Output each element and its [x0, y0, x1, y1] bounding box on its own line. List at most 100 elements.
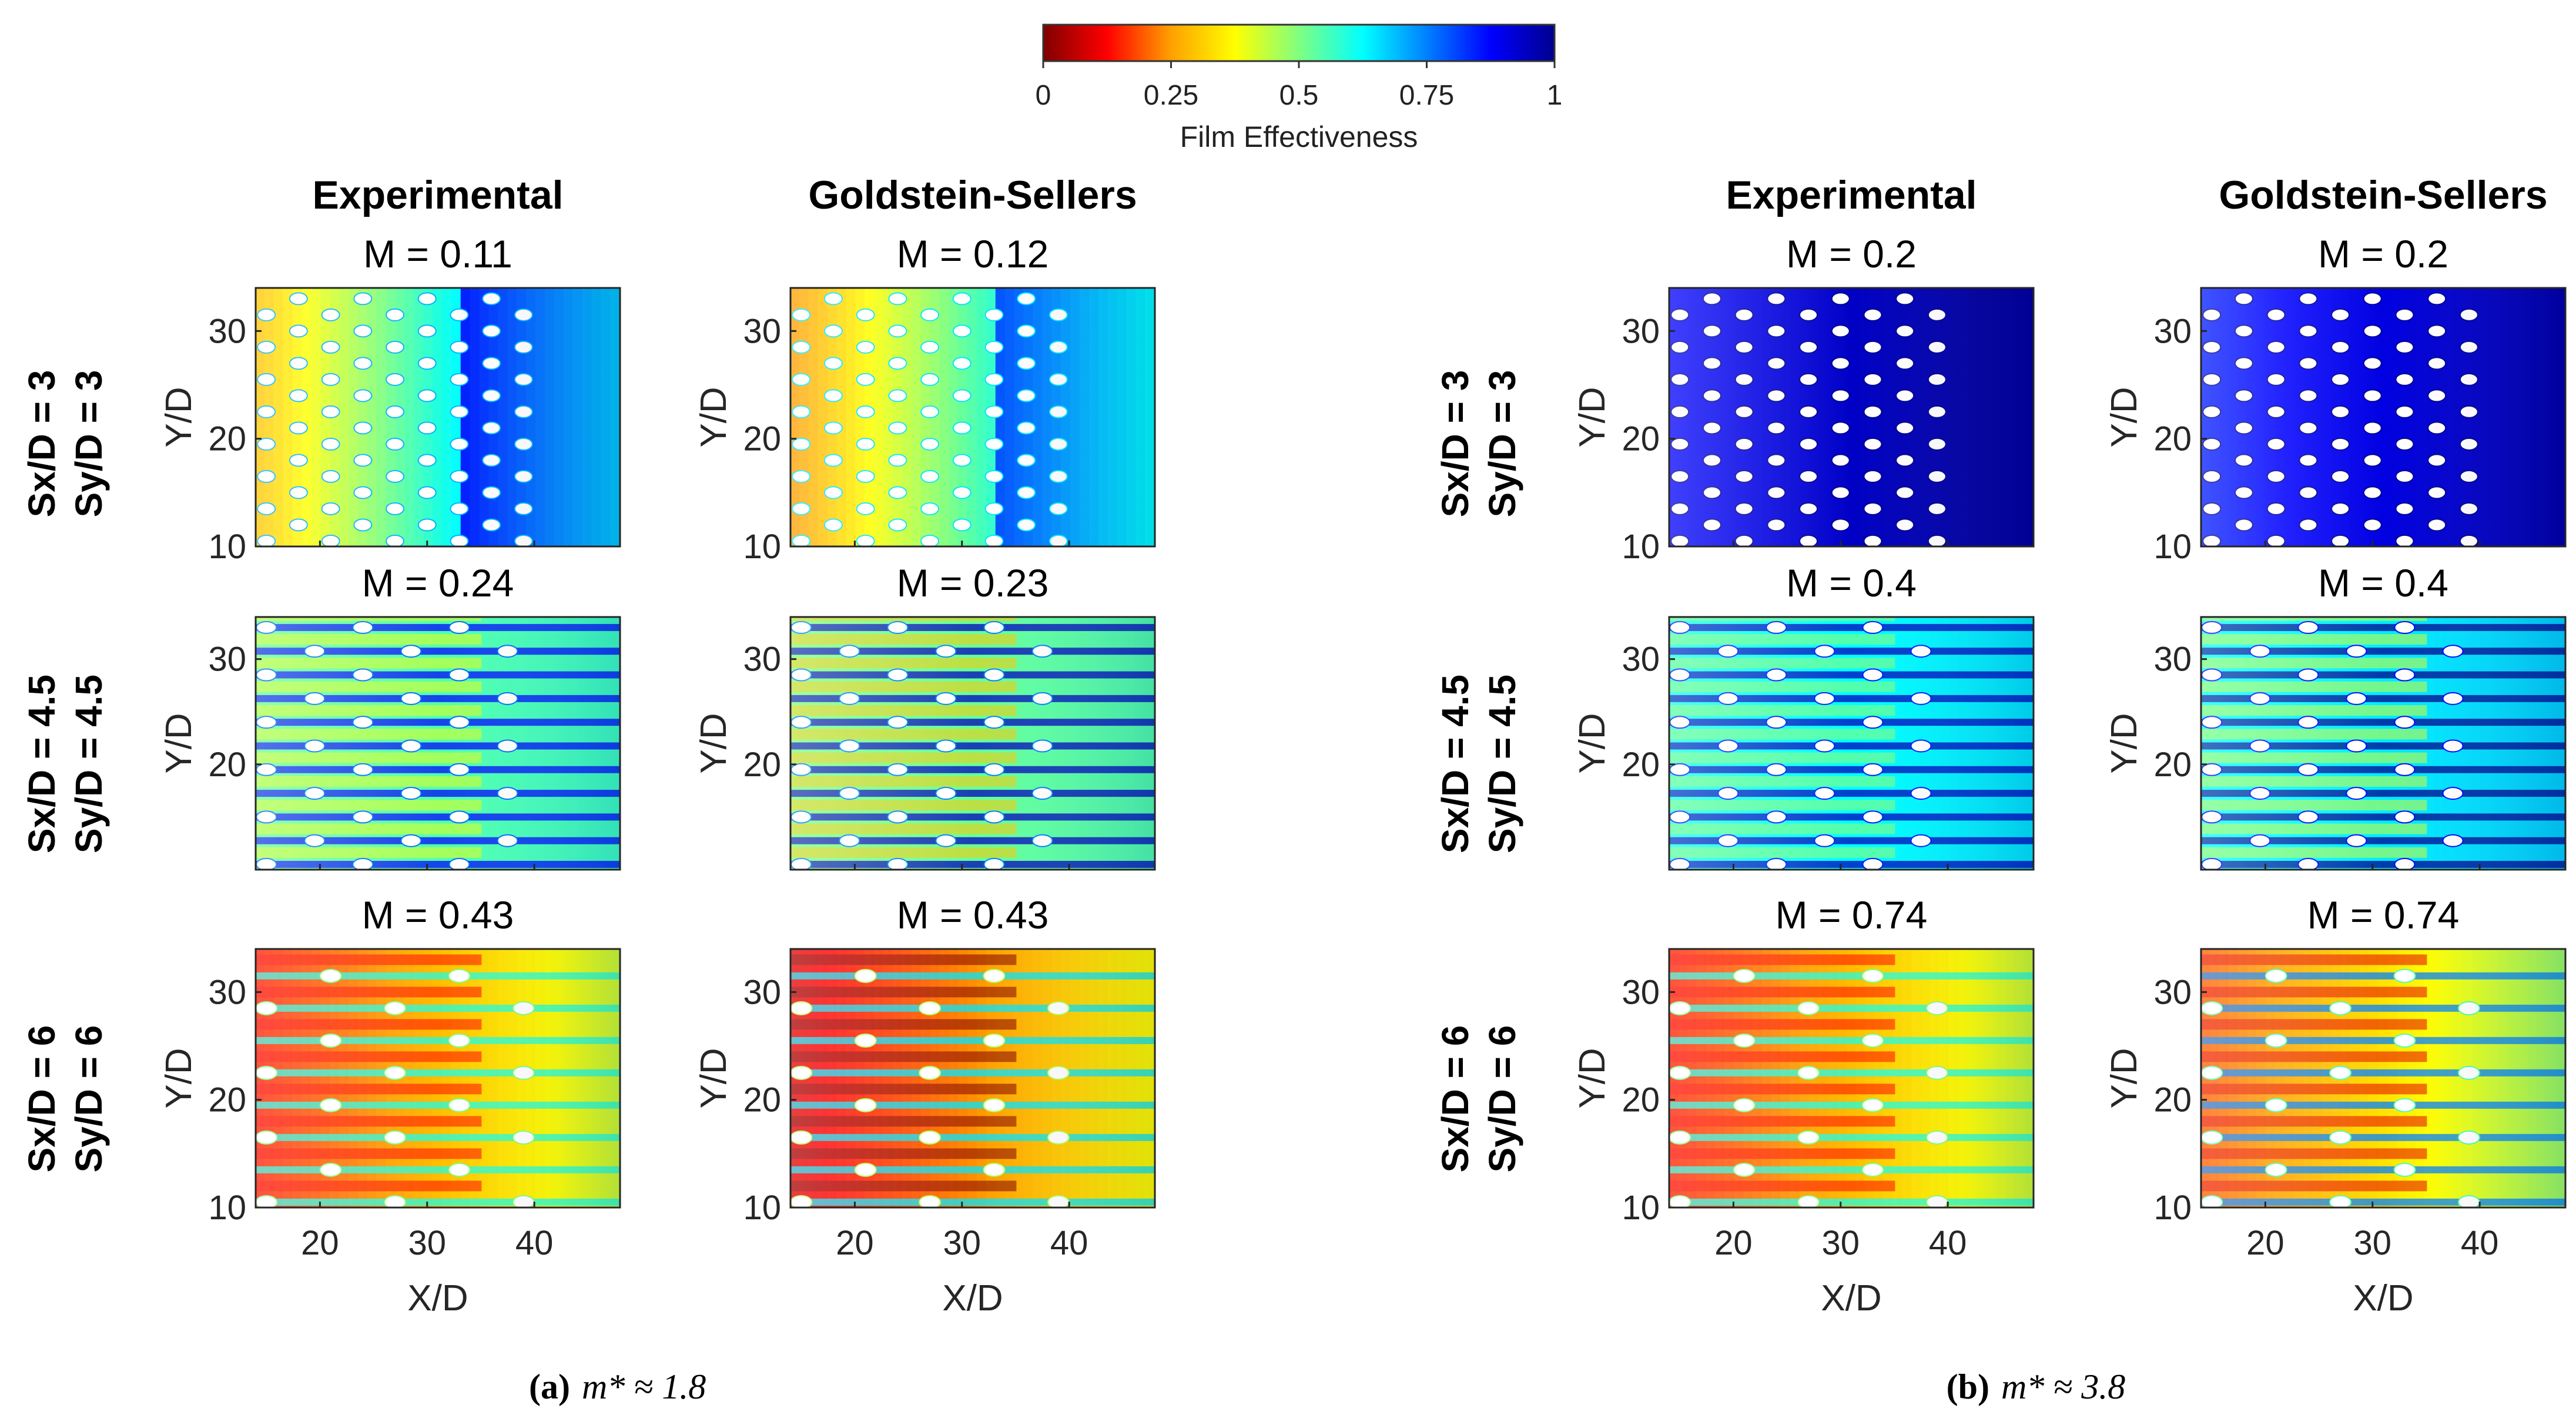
column-titles: Experimental Goldstein-Sellers Experimen… [312, 173, 2547, 937]
x-tick-label: 40 [515, 1224, 554, 1262]
x-tick-label: 40 [1929, 1224, 1967, 1262]
x-tick-label: 30 [1822, 1224, 1860, 1262]
x-tick-label: 30 [2354, 1224, 2392, 1262]
y-tick-label: 10 [1622, 528, 1660, 566]
m-label-b-gs-r3: M = 0.74 [2307, 893, 2460, 937]
y-tick-label: 10 [743, 1189, 781, 1227]
field-strip [2565, 617, 2576, 870]
title-b-exp: Experimental [1726, 173, 1977, 217]
panel-frame [1668, 287, 2035, 548]
panel-frame [2200, 616, 2567, 871]
title-b-gs: Goldstein-Sellers [2219, 173, 2547, 217]
colorbar: 0 0.25 0.5 0.75 1 Film Effectiveness [1036, 24, 1563, 153]
y-tick-label: 20 [208, 420, 246, 458]
heatmap-field [256, 617, 620, 870]
shading-overlay [790, 617, 1155, 870]
x-tick-label: 30 [943, 1224, 982, 1262]
colorbar-tick-label: 1 [1547, 80, 1563, 111]
panel-frame [1668, 948, 2035, 1209]
y-axis-label: Y/D [1572, 387, 1613, 447]
x-axis-label: X/D [942, 1278, 1003, 1319]
m-label-a-gs-r1: M = 0.12 [897, 232, 1049, 276]
x-tick-label: 40 [1050, 1224, 1088, 1262]
y-axis-label: Y/D [2104, 713, 2145, 773]
panel-frame [254, 948, 621, 1209]
x-tick-label: 30 [408, 1224, 447, 1262]
field-strip [1154, 617, 1155, 870]
field-strip [1154, 288, 1155, 546]
panel-frame [254, 616, 621, 871]
heatmap-field [1669, 949, 2034, 1208]
panel-frame [2200, 287, 2567, 548]
y-tick-label: 30 [2153, 640, 2192, 679]
y-tick-label: 30 [2153, 973, 2192, 1011]
row-label-b-r3-sx: Sx/D = 6 [1434, 1025, 1476, 1173]
row-label-a-r2-sy: Sy/D = 4.5 [68, 675, 110, 853]
heatmap-field [2201, 617, 2576, 870]
field-strip [1154, 949, 1155, 1208]
row-label-b-r3-sy: Sy/D = 6 [1481, 1025, 1523, 1173]
caption-a: (a) m* ≈ 1.8 [529, 1367, 706, 1406]
y-tick-label: 30 [743, 640, 781, 679]
x-axis-label: X/D [407, 1278, 468, 1319]
x-tick-label: 20 [2246, 1224, 2284, 1262]
colorbar-tick-label: 0.5 [1279, 80, 1319, 111]
heatmap-panel: 10 20 30Y/D [1572, 287, 2035, 566]
colorbar-tick-label: 0.25 [1144, 80, 1198, 111]
y-axis-label: Y/D [694, 1048, 734, 1108]
m-label-a-gs-r3: M = 0.43 [897, 893, 1049, 937]
heatmap-panel: 20 30Y/D [2104, 616, 2576, 871]
colorbar-label: Film Effectiveness [1180, 120, 1418, 153]
y-tick-label: 30 [1622, 640, 1660, 679]
field-strip [619, 617, 620, 870]
row-label-a-r3-sx: Sx/D = 6 [21, 1025, 63, 1173]
m-label-b-exp-r2: M = 0.4 [1786, 561, 1917, 605]
shading-overlay [1669, 288, 2034, 546]
x-tick-label: 40 [2461, 1224, 2499, 1262]
m-label-a-gs-r2: M = 0.23 [897, 561, 1049, 605]
colorbar-ticks: 0 0.25 0.5 0.75 1 [1036, 61, 1563, 111]
y-tick-label: 20 [743, 746, 781, 784]
m-label-b-exp-r3: M = 0.74 [1776, 893, 1928, 937]
shading-overlay [2201, 949, 2565, 1208]
title-a-exp: Experimental [312, 173, 563, 217]
y-axis-label: Y/D [1572, 1048, 1613, 1108]
heatmap-panel: 20 30Y/D [1572, 616, 2035, 871]
y-axis-label: Y/D [159, 713, 199, 773]
m-label-b-gs-r2: M = 0.4 [2318, 561, 2448, 605]
caption-a-prefix: (a) [529, 1367, 570, 1406]
x-tick-label: 20 [301, 1224, 339, 1262]
colorbar-tick-label: 0.75 [1399, 80, 1454, 111]
y-tick-label: 20 [2153, 746, 2192, 784]
field-strip [619, 288, 620, 546]
shading-overlay [790, 288, 1155, 546]
heatmap-panel: 20 30Y/D [159, 616, 621, 871]
heatmap-field [2201, 949, 2576, 1208]
panel-frame [1668, 616, 2035, 871]
m-label-a-exp-r3: M = 0.43 [362, 893, 514, 937]
title-a-gs: Goldstein-Sellers [808, 173, 1137, 217]
shading-overlay [256, 288, 620, 546]
x-tick-label: 20 [1714, 1224, 1753, 1262]
y-tick-label: 20 [1622, 420, 1660, 458]
y-axis-label: Y/D [694, 713, 734, 773]
y-axis-label: Y/D [694, 387, 734, 447]
x-tick-label: 20 [836, 1224, 874, 1262]
heatmap-field [790, 949, 1155, 1208]
y-tick-label: 10 [743, 528, 781, 566]
colorbar-tick-label: 0 [1036, 80, 1051, 111]
caption-b: (b) m* ≈ 3.8 [1947, 1367, 2126, 1406]
field-strip [2033, 617, 2034, 870]
heatmap-field [256, 288, 620, 546]
shading-overlay [256, 617, 620, 870]
y-tick-label: 20 [2153, 420, 2192, 458]
y-tick-label: 30 [208, 640, 246, 679]
x-axis-label: X/D [1821, 1278, 1881, 1319]
panel-frame [789, 616, 1156, 871]
heatmap-panel: 10 20 30Y/D [2104, 287, 2567, 566]
field-strip [2565, 949, 2576, 1208]
y-axis-label: Y/D [1572, 713, 1613, 773]
y-tick-label: 30 [1622, 973, 1660, 1011]
